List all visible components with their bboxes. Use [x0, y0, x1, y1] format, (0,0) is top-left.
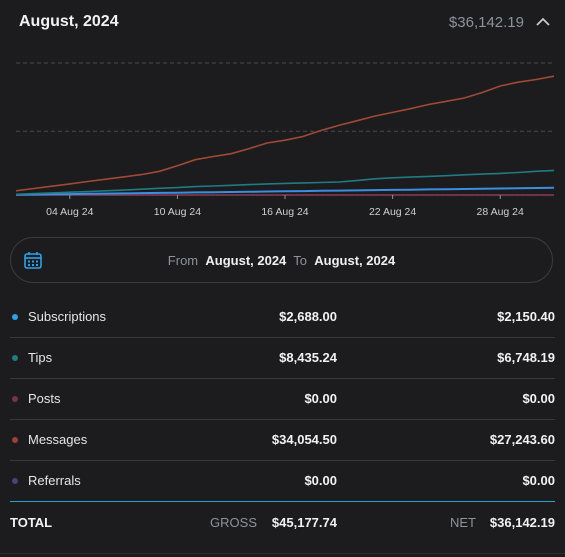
messages-dot	[12, 437, 18, 443]
net-label: NET	[450, 515, 476, 530]
series-line-1	[15, 169, 555, 196]
x-tick-label: 10 Aug 24	[154, 206, 201, 218]
divider	[0, 553, 565, 554]
row-gross: $0.00	[304, 391, 337, 406]
row-gross: $8,435.24	[279, 350, 337, 365]
row-net: $27,243.60	[489, 432, 555, 447]
total-row: TOTAL GROSS $45,177.74 NET $36,142.19	[10, 502, 555, 542]
calendar-icon[interactable]	[23, 250, 43, 270]
referrals-dot	[12, 478, 18, 484]
header-total: $36,142.19	[448, 14, 524, 31]
row-net: $0.00	[522, 391, 555, 406]
row-gross: $34,054.50	[271, 432, 337, 447]
from-label: From	[167, 253, 199, 268]
net-total: $36,142.19	[489, 515, 555, 530]
tips-dot	[12, 355, 18, 361]
date-range-picker[interactable]: From August, 2024 To August, 2024	[10, 237, 553, 283]
posts-dot	[12, 396, 18, 402]
row-gross: $2,688.00	[279, 309, 337, 324]
table-row: Referrals $0.00 $0.00	[10, 461, 555, 502]
row-label: Referrals	[28, 473, 81, 488]
table-row: Subscriptions $2,688.00 $2,150.40	[10, 297, 555, 338]
row-label: Tips	[28, 350, 53, 365]
x-tick-label: 04 Aug 24	[46, 206, 93, 218]
row-gross: $0.00	[304, 473, 337, 488]
row-net: $2,150.40	[497, 309, 555, 324]
gross-total: $45,177.74	[271, 515, 337, 530]
gross-label: GROSS	[210, 515, 257, 530]
x-tick-label: 16 Aug 24	[261, 206, 308, 218]
row-net: $6,748.19	[497, 350, 555, 365]
chart-svg: 04 Aug 24 10 Aug 24 16 Aug 24 22 Aug 24 28 A…	[15, 62, 555, 218]
chevron-up-icon[interactable]	[533, 12, 553, 32]
series-line-0	[15, 75, 555, 192]
table-row: Messages $34,054.50 $27,243.60	[10, 420, 555, 461]
from-value: August, 2024	[205, 253, 287, 268]
x-tick-label: 22 Aug 24	[369, 206, 416, 218]
row-label: Posts	[28, 391, 61, 406]
date-range-text: From August, 2024 To August, 2024	[11, 253, 552, 268]
earnings-table: Subscriptions $2,688.00 $2,150.40 Tips $…	[10, 297, 555, 542]
subscriptions-dot	[12, 314, 18, 320]
to-label: To	[293, 253, 308, 268]
row-net: $0.00	[522, 473, 555, 488]
table-row: Posts $0.00 $0.00	[10, 379, 555, 420]
row-label: Messages	[28, 432, 88, 447]
table-row: Tips $8,435.24 $6,748.19	[10, 338, 555, 379]
header: August, 2024 $36,142.19	[0, 0, 565, 46]
series-line-2	[15, 186, 555, 196]
total-label: TOTAL	[10, 515, 53, 530]
row-label: Subscriptions	[28, 309, 107, 324]
to-value: August, 2024	[314, 253, 396, 268]
page-title: August, 2024	[19, 13, 119, 30]
earnings-chart: 04 Aug 24 10 Aug 24 16 Aug 24 22 Aug 24 28 A…	[0, 46, 565, 226]
x-tick-label: 28 Aug 24	[477, 206, 524, 218]
